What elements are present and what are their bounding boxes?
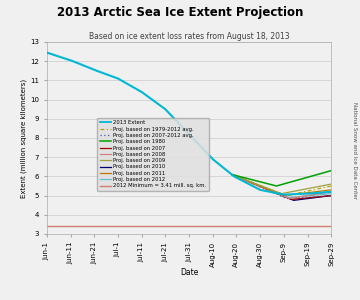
Title: Based on ice extent loss rates from August 18, 2013: Based on ice extent loss rates from Augu… <box>89 32 289 41</box>
Legend: 2013 Extent, Proj. based on 1979-2012 avg., Proj. based on 2007-2012 avg., Proj.: 2013 Extent, Proj. based on 1979-2012 av… <box>97 118 209 191</box>
Text: National Snow and Ice Data Center: National Snow and Ice Data Center <box>352 101 357 199</box>
X-axis label: Date: Date <box>180 268 198 277</box>
Text: 2013 Arctic Sea Ice Extent Projection: 2013 Arctic Sea Ice Extent Projection <box>57 6 303 19</box>
Y-axis label: Extent (million square kilometers): Extent (million square kilometers) <box>21 78 27 198</box>
